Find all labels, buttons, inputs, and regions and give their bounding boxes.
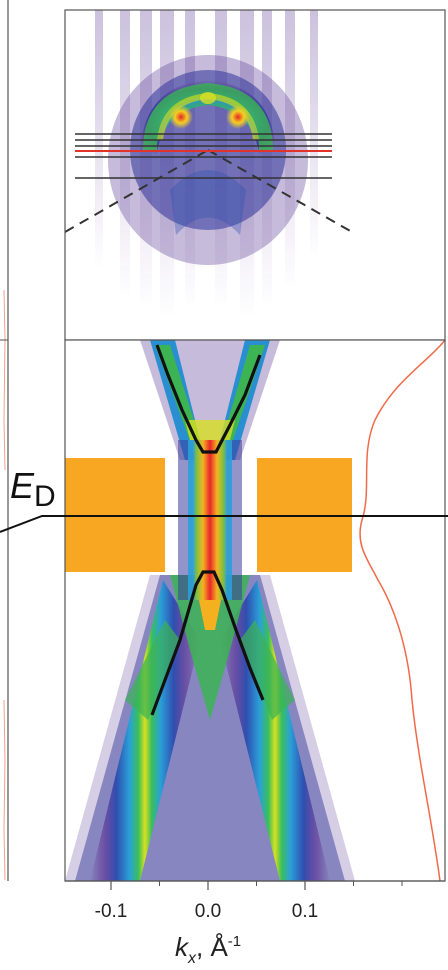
upper-dashed-left bbox=[65, 149, 209, 233]
neck-core bbox=[193, 440, 227, 600]
left-partial-panel bbox=[0, 0, 9, 881]
x-axis: -0.1 0.0 0.1 bbox=[65, 880, 445, 922]
upper-cut-lines bbox=[75, 133, 332, 179]
dirac-energy-marker: ED bbox=[0, 465, 448, 533]
x-tick-label: 0.0 bbox=[195, 901, 221, 922]
left-panel-trace-lower bbox=[3, 699, 6, 881]
upper-hotspot-left bbox=[169, 105, 193, 129]
energy-label: ED bbox=[10, 465, 56, 513]
x-axis-label: kx, Å-1 bbox=[175, 932, 241, 967]
lower-panel bbox=[65, 340, 445, 881]
edc-curve bbox=[359, 340, 445, 881]
left-panel-trace bbox=[3, 289, 6, 471]
dispersion-branch-lower bbox=[150, 570, 265, 716]
dispersion-branch-upper bbox=[155, 344, 262, 454]
x-tick-label: 0.1 bbox=[292, 901, 318, 922]
dirac-energy-line bbox=[0, 515, 448, 533]
x-tick-label: -0.1 bbox=[95, 901, 128, 922]
upper-panel bbox=[65, 10, 445, 340]
upper-hotspot-right bbox=[226, 105, 250, 129]
upper-dashed-right bbox=[207, 149, 353, 233]
